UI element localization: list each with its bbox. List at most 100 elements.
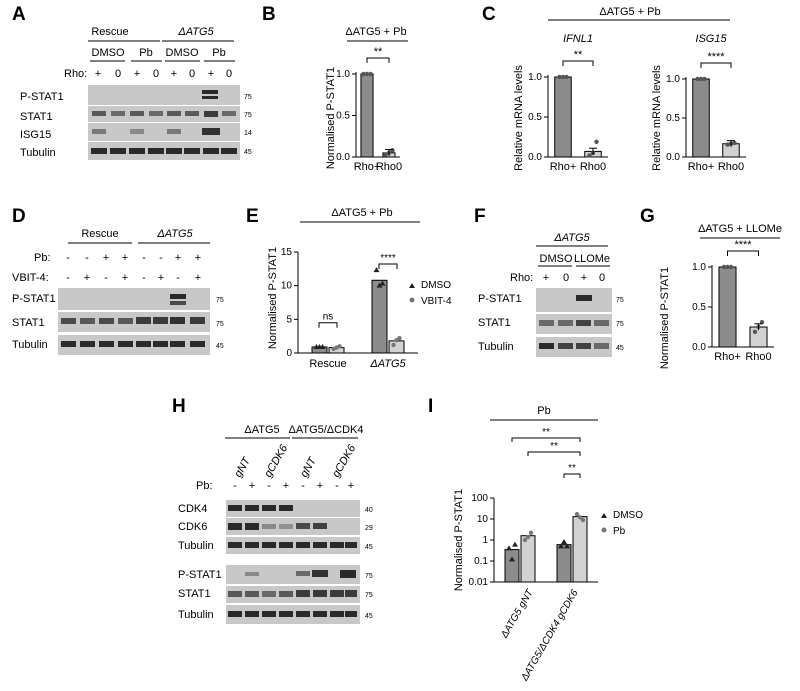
- chart-g-data-point: [728, 264, 734, 270]
- blot-h-row-label-cdk4: CDK4: [178, 503, 207, 515]
- chart-i-bar: [520, 535, 536, 583]
- blot-d-bands-tubulin: [61, 341, 205, 347]
- blot-a-mw-4: 45: [244, 149, 252, 156]
- blot-h-guide-1: gNT: [232, 454, 253, 479]
- blot-a-row-label-isg15: ISG15: [20, 129, 51, 141]
- blot-d-signs: - - + + - - + +- + - + - + - +: [66, 252, 201, 284]
- chart-c2-y-tick-label: 0.0: [666, 152, 680, 163]
- blot-f-rho-3: +: [581, 272, 587, 284]
- blot-h-pb-sign: -: [301, 480, 305, 492]
- chart-e-significance-bracket: [318, 322, 338, 328]
- chart-e-ylabel: Normalised P-STAT1: [267, 247, 279, 349]
- blot-f-row-label-tubulin: Tubulin: [478, 341, 514, 353]
- blot-h-signs: - + - + - + - +: [233, 480, 354, 492]
- chart-i-y-tick-label: 100: [471, 493, 488, 504]
- chart-i-data-point: [522, 537, 528, 543]
- chart-c2-title: ISG15: [695, 33, 727, 45]
- chart-c1-data-point: [560, 74, 566, 80]
- blot-a-treatment-4: Pb: [212, 47, 225, 59]
- blot-h-group-1: ΔATG5: [244, 424, 279, 436]
- blot-f-group: ΔATG5: [553, 232, 590, 244]
- blot-d-pb-sign: +: [195, 252, 201, 264]
- chart-g-title: ΔATG5 + LLOMe: [698, 223, 782, 235]
- chart-g-ylabel: Normalised P-STAT1: [659, 267, 671, 369]
- blot-a-mw-1: 75: [244, 94, 252, 101]
- panel-label-g: G: [640, 206, 655, 227]
- chart-c2-data-point: [725, 142, 730, 147]
- blot-d-strip-tubulin: [58, 335, 210, 355]
- blot-h-row-label-pstat1: P-STAT1: [178, 569, 222, 581]
- chart-b-y-tick-label: 1.0: [336, 69, 350, 80]
- chart-e-data-point: [337, 344, 342, 349]
- chart-i-significance-label: **: [550, 441, 558, 452]
- chart-c2-data-point: [702, 76, 707, 82]
- chart-g-significance-label: ****: [734, 239, 752, 251]
- chart-b-data-point: [390, 148, 395, 153]
- blot-d-pb-sign: -: [142, 252, 146, 264]
- chart-i-ylabel: Normalised P-STAT1: [453, 489, 465, 591]
- chart-b-significance-label: **: [374, 46, 383, 58]
- chart-g-y-tick-label: 1.0: [692, 262, 706, 273]
- chart-b-plot: 0.0 0.5 1.0 Rho+Rho0 **: [336, 46, 402, 173]
- chart-i: Pb Normalised P-STAT1 ΔATG5 gNT ΔATG5/ΔC…: [453, 405, 643, 684]
- chart-i-data-point: [509, 556, 515, 562]
- blot-h-pb-sign: -: [335, 480, 339, 492]
- blot-a-rho-label: Rho:: [64, 68, 87, 80]
- blot-a-bands-isg15: [92, 128, 220, 135]
- blot-a-strip-isg15: [88, 123, 240, 141]
- blot-d-band-pstat1: [170, 294, 186, 299]
- chart-i-data-point: [574, 511, 580, 517]
- chart-c2-data-point: [732, 140, 737, 146]
- blot-f-rho-label: Rho:: [510, 272, 533, 284]
- blot-a-bands-tubulin: [91, 148, 237, 154]
- chart-i-category-1: ΔATG5 gNT: [499, 587, 536, 641]
- blot-d-vbit-sign: -: [104, 272, 108, 284]
- blot-a-rho-2: 0: [115, 68, 121, 80]
- chart-c2-x-tick-label: Rho+: [688, 161, 715, 173]
- chart-i-significance-label: **: [542, 427, 550, 438]
- chart-e-title: ΔATG5 + Pb: [331, 207, 392, 219]
- chart-b-significance-bracket: [366, 57, 390, 63]
- panel-label-a: A: [12, 4, 26, 25]
- blot-a-row-label-stat1: STAT1: [20, 111, 53, 123]
- blot-f-strip-tubulin: [536, 337, 612, 357]
- blot-h-mw-6: 45: [365, 613, 373, 620]
- blot-h-guide-4: gCDK6: [330, 442, 359, 479]
- blot-a: Rescue ΔATG5 DMSO Pb DMSO Pb Rho: + 0 + …: [20, 26, 252, 160]
- blot-a-treatment-1: DMSO: [92, 47, 125, 59]
- blot-h-bands-cdk4: [228, 505, 293, 511]
- blot-f-bands-tubulin: [539, 343, 609, 349]
- chart-c2-y-tick-label: 1.0: [666, 74, 680, 85]
- panel-label-b: B: [262, 4, 276, 25]
- chart-c2-ylabel: Relative mRNA levels: [651, 65, 663, 171]
- blot-h-pb-sign: +: [249, 480, 255, 492]
- blot-d-row-label-pstat1: P-STAT1: [12, 293, 56, 305]
- blot-d-group-atg5: ΔATG5: [156, 228, 193, 240]
- chart-i-data-point: [525, 534, 531, 540]
- chart-i-y-tick-label: 10: [477, 514, 489, 525]
- blot-a-strip-pstat1: [88, 85, 240, 105]
- blot-d-pb-sign: +: [122, 252, 128, 264]
- chart-c1-plot: 0.0 0.5 1.0 Rho+ Rho0 **: [528, 49, 608, 173]
- blot-f-row-label-stat1: STAT1: [478, 317, 511, 329]
- chart-e-legend-marker: [409, 297, 415, 303]
- chart-i-y-tick-label: 1: [482, 535, 488, 546]
- blot-a-row-label-tubulin: Tubulin: [20, 147, 56, 159]
- blot-h-bands-cdk6: [228, 523, 327, 530]
- chart-c2-bar: [692, 78, 710, 158]
- chart-e-y-tick-label: 5: [286, 314, 292, 325]
- chart-e-bar: [371, 279, 388, 354]
- blot-h-mw-5: 75: [365, 592, 373, 599]
- panel-label-i: I: [428, 396, 433, 417]
- chart-i-data-point: [558, 543, 564, 549]
- chart-c1-x-tick-label: Rho0: [580, 161, 606, 173]
- chart-i-data-point: [580, 517, 586, 523]
- blot-d-pb-sign: -: [85, 252, 89, 264]
- blot-h-guide-2: gCDK6: [262, 442, 291, 479]
- chart-e-data-point: [319, 343, 326, 349]
- blot-d-mw-1: 75: [216, 297, 224, 304]
- chart-c1-significance-label: **: [574, 49, 583, 61]
- chart-b-y-tick-label: 0.5: [336, 111, 350, 122]
